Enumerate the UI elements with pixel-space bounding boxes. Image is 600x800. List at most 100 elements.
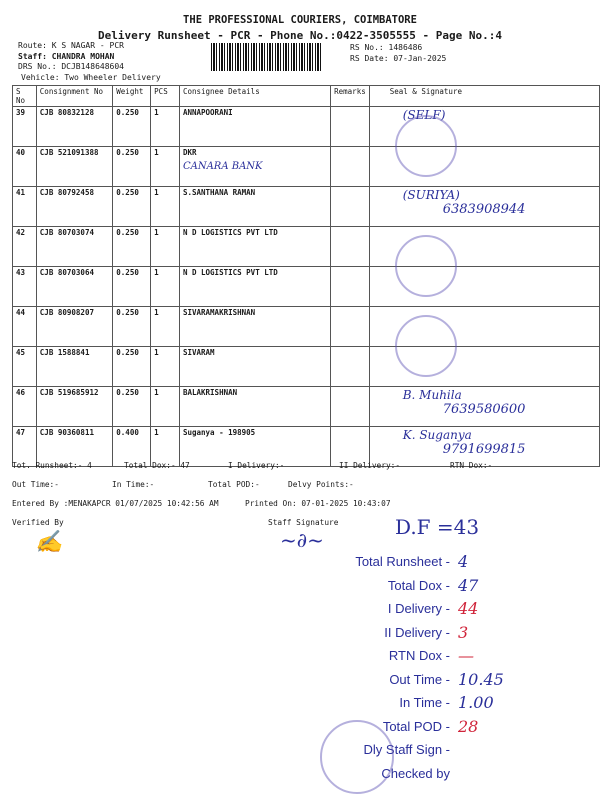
stamp-label: II Delivery - — [384, 624, 450, 640]
col-consignment: Consignment No — [35, 85, 114, 107]
stamp-value: 1.00 — [458, 693, 494, 713]
total-dox: Total Dox:- 47 — [124, 461, 190, 470]
cell-remarks — [330, 306, 370, 347]
cons-text: CJB 80792458 — [39, 188, 94, 197]
cell-remarks — [330, 226, 370, 267]
cell-consignee: DKR CANARA BANK — [178, 146, 332, 187]
consignee-text: BALAKRISHNAN — [182, 388, 238, 397]
staff-signature-label: Staff Signature — [268, 518, 339, 527]
drs-no: DRS No.: DCJB148648604 — [18, 62, 124, 71]
barcode — [211, 43, 321, 71]
table-row: 42 CJB 80703074 0.250 1 N D LOGISTICS PVT LT… — [12, 226, 600, 297]
receiver-phone: 7639580600 — [442, 402, 526, 417]
rtn-dox: RTN Dox:- — [450, 461, 493, 470]
cell-cons: CJB 1588841 — [35, 346, 114, 387]
receiver-phone: 9791699815 — [442, 442, 526, 457]
stamp-line: RTN Dox - — — [300, 644, 504, 668]
sno-text: 42 — [16, 228, 26, 237]
cons-text: CJB 80908207 — [39, 308, 94, 317]
weight-text: 0.400 — [116, 428, 139, 437]
cell-sno: 42 — [12, 226, 37, 267]
cell-pcs: 1 — [150, 266, 180, 307]
cell-cons: CJB 80832128 — [35, 106, 114, 147]
cell-sno: 44 — [12, 306, 37, 347]
cell-weight: 0.250 — [112, 106, 152, 147]
staff: Staff: CHANDRA MOHAN — [18, 51, 115, 61]
weight-text: 0.250 — [116, 388, 139, 397]
cons-text: CJB 519685912 — [39, 388, 99, 397]
receiver-signature: (SURIYA) — [402, 188, 460, 202]
cell-consignee: SIVARAM — [178, 346, 332, 387]
stamp-label: I Delivery - — [387, 601, 450, 617]
stamp-label: Total POD - — [382, 718, 450, 734]
cons-text: CJB 521091388 — [39, 148, 99, 157]
weight-text: 0.250 — [116, 348, 139, 357]
weight-text: 0.250 — [116, 108, 139, 117]
consignee-text: SIVARAMAKRISHNAN — [182, 308, 256, 317]
rs-date: RS Date: 07-Jan-2025 — [350, 53, 447, 63]
cell-seal: (SURIYA) 6383908944 — [368, 186, 600, 227]
pcs-text: 1 — [154, 188, 159, 197]
sno-text: 44 — [16, 308, 26, 317]
cell-consignee: SIVARAMAKRISHNAN — [178, 306, 332, 347]
receiver-signature: B. Muhila — [402, 388, 462, 402]
stamp-value: — — [458, 646, 474, 666]
cell-remarks — [330, 386, 370, 427]
pcs-text: 1 — [154, 228, 159, 237]
cell-seal — [368, 346, 600, 387]
cell-cons: CJB 519685912 — [35, 386, 114, 427]
printed-on: Printed On: 07-01-2025 10:43:07 — [245, 499, 391, 508]
delvy-points: Delvy Points:- — [288, 480, 354, 489]
stamp-label: RTN Dox - — [388, 648, 450, 664]
table-row: 47 CJB 90360811 0.400 1 Suganya - 198905 K. S… — [12, 426, 600, 467]
cell-weight: 0.250 — [112, 346, 152, 387]
cell-consignee: ANNAPOORANI — [178, 106, 332, 147]
weight-text: 0.250 — [116, 308, 139, 317]
out-time: Out Time:- — [12, 480, 59, 489]
cell-seal — [368, 306, 600, 377]
stamp-label: Total Runsheet - — [355, 554, 450, 570]
summary-stamp: Total Runsheet - 4 Total Dox -47 I Delivery… — [300, 550, 504, 785]
cell-cons: CJB 90360811 — [35, 426, 114, 467]
cell-remarks — [330, 426, 370, 467]
sno-text: 39 — [16, 108, 26, 117]
consignee-text: SIVARAM — [182, 348, 215, 357]
stamp-label: Checked by — [381, 765, 450, 781]
vehicle: Vehicle: Two Wheeler Delivery — [21, 72, 161, 82]
cons-text: CJB 80832128 — [39, 108, 94, 117]
consignee-text: ANNAPOORANI — [182, 108, 233, 117]
cell-consignee: BALAKRISHNAN — [178, 386, 332, 427]
stamp-value: 47 — [458, 575, 479, 595]
cell-weight: 0.250 — [112, 386, 152, 427]
header-right: RS No.: 1486486 RS Date: 07-Jan-2025 — [350, 43, 446, 64]
table-row: 41 CJB 80792458 0.250 1 S.SANTHANA RAMAN (SUR… — [12, 186, 600, 227]
cell-weight: 0.250 — [112, 186, 152, 227]
col-seal: Seal & Signature — [368, 85, 600, 107]
consignee-text: Suganya - 198905 — [182, 428, 256, 437]
pcs-text: 1 — [154, 148, 159, 157]
table-header: S No Consignment No Weight PCS Consignee… — [12, 85, 600, 107]
handwritten-note: CANARA BANK — [182, 161, 263, 172]
ii-delivery: II Delivery:- — [339, 461, 401, 470]
weight-text: 0.250 — [116, 148, 139, 157]
stamp-value: 4 — [458, 552, 469, 572]
rs-no: RS No.: 1486486 — [350, 43, 423, 52]
cell-pcs: 1 — [150, 146, 180, 187]
office-seal — [320, 720, 394, 794]
consignee-text: DKR — [182, 148, 197, 157]
stamp-line: In Time - 1.00 — [300, 691, 504, 715]
cell-cons: CJB 80792458 — [35, 186, 114, 227]
stamp-line: Total POD - 28 — [300, 715, 504, 739]
stamp-value: 3 — [458, 622, 469, 642]
header-left: Route: K S NAGAR - PCR Staff: CHANDRA MO… — [18, 41, 161, 83]
cell-remarks — [330, 186, 370, 227]
cell-consignee: N D LOGISTICS PVT LTD — [178, 226, 332, 267]
company-title: THE PROFESSIONAL COURIERS, COIMBATORE — [183, 14, 417, 26]
table-row: 46 CJB 519685912 0.250 1 BALAKRISHNAN B. Muhi… — [12, 386, 600, 427]
stamp-line: Total Dox - 47 — [300, 574, 504, 598]
sno-text: 47 — [16, 428, 26, 437]
cell-sno: 41 — [12, 186, 37, 227]
cell-pcs: 1 — [150, 306, 180, 347]
cell-consignee: Suganya - 198905 — [178, 426, 332, 467]
consignee-text: N D LOGISTICS PVT LTD — [182, 268, 278, 277]
